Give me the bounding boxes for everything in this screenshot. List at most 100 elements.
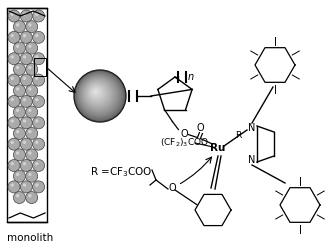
Circle shape [94,90,98,93]
Circle shape [16,87,19,91]
Circle shape [10,119,14,123]
Circle shape [74,70,126,122]
Circle shape [91,87,101,97]
Circle shape [23,77,26,80]
Circle shape [35,141,38,144]
Circle shape [10,13,14,16]
Circle shape [84,80,112,108]
Circle shape [10,184,14,187]
Circle shape [83,78,114,110]
Circle shape [26,106,38,118]
Circle shape [32,95,45,108]
Circle shape [84,81,110,107]
Circle shape [83,79,113,109]
Circle shape [20,159,32,171]
Circle shape [16,66,19,69]
Circle shape [26,85,38,97]
Circle shape [32,74,45,86]
Text: O: O [197,123,204,133]
Circle shape [82,78,115,111]
Circle shape [92,88,100,96]
Circle shape [8,138,20,150]
Circle shape [23,119,26,123]
Circle shape [32,138,45,150]
Circle shape [28,109,32,112]
Circle shape [8,117,20,129]
Circle shape [35,162,38,165]
Circle shape [26,21,38,33]
Text: n: n [188,72,194,82]
Circle shape [26,192,38,203]
Circle shape [8,31,20,43]
Circle shape [35,13,38,16]
Circle shape [16,173,19,176]
Circle shape [35,119,38,123]
Text: N: N [248,123,256,133]
Circle shape [26,42,38,54]
Circle shape [28,151,32,155]
Circle shape [13,170,25,182]
Circle shape [85,81,110,106]
Circle shape [10,55,14,59]
Text: Ru: Ru [210,143,226,153]
Circle shape [93,89,99,95]
Circle shape [8,74,20,86]
Circle shape [35,77,38,80]
Circle shape [13,127,25,139]
Circle shape [23,162,26,165]
Circle shape [79,75,119,115]
Circle shape [32,181,45,193]
Circle shape [20,53,32,65]
Circle shape [35,55,38,59]
Circle shape [81,77,116,112]
Circle shape [80,76,118,114]
Circle shape [23,55,26,59]
Circle shape [16,151,19,155]
Circle shape [28,130,32,133]
Circle shape [23,98,26,101]
Circle shape [78,74,120,116]
Circle shape [95,91,96,92]
Circle shape [87,83,108,104]
Circle shape [89,85,105,101]
Circle shape [32,10,45,22]
Circle shape [28,45,32,48]
Circle shape [20,10,32,22]
Circle shape [75,71,125,121]
Circle shape [20,138,32,150]
Circle shape [88,84,106,102]
Circle shape [16,194,19,198]
Circle shape [26,170,38,182]
Circle shape [8,181,20,193]
Text: O: O [168,183,176,193]
Circle shape [93,89,98,94]
Circle shape [8,159,20,171]
Circle shape [23,184,26,187]
Circle shape [32,117,45,129]
Circle shape [32,159,45,171]
Bar [34,58,46,76]
Text: R =CF$_3$COO: R =CF$_3$COO [90,165,152,179]
Circle shape [75,71,124,120]
Circle shape [13,85,25,97]
Circle shape [32,31,45,43]
Circle shape [26,149,38,161]
Circle shape [35,34,38,37]
Circle shape [23,13,26,16]
Circle shape [87,83,107,103]
Text: N: N [248,155,256,165]
Circle shape [16,130,19,133]
Circle shape [8,53,20,65]
Circle shape [20,31,32,43]
Circle shape [23,34,26,37]
Circle shape [13,192,25,203]
Bar [7,8,47,222]
Circle shape [8,95,20,108]
Text: monolith: monolith [7,233,53,243]
Circle shape [35,98,38,101]
Circle shape [86,82,109,105]
Text: R: R [235,132,241,140]
Circle shape [28,194,32,198]
Circle shape [77,73,122,118]
Circle shape [35,184,38,187]
